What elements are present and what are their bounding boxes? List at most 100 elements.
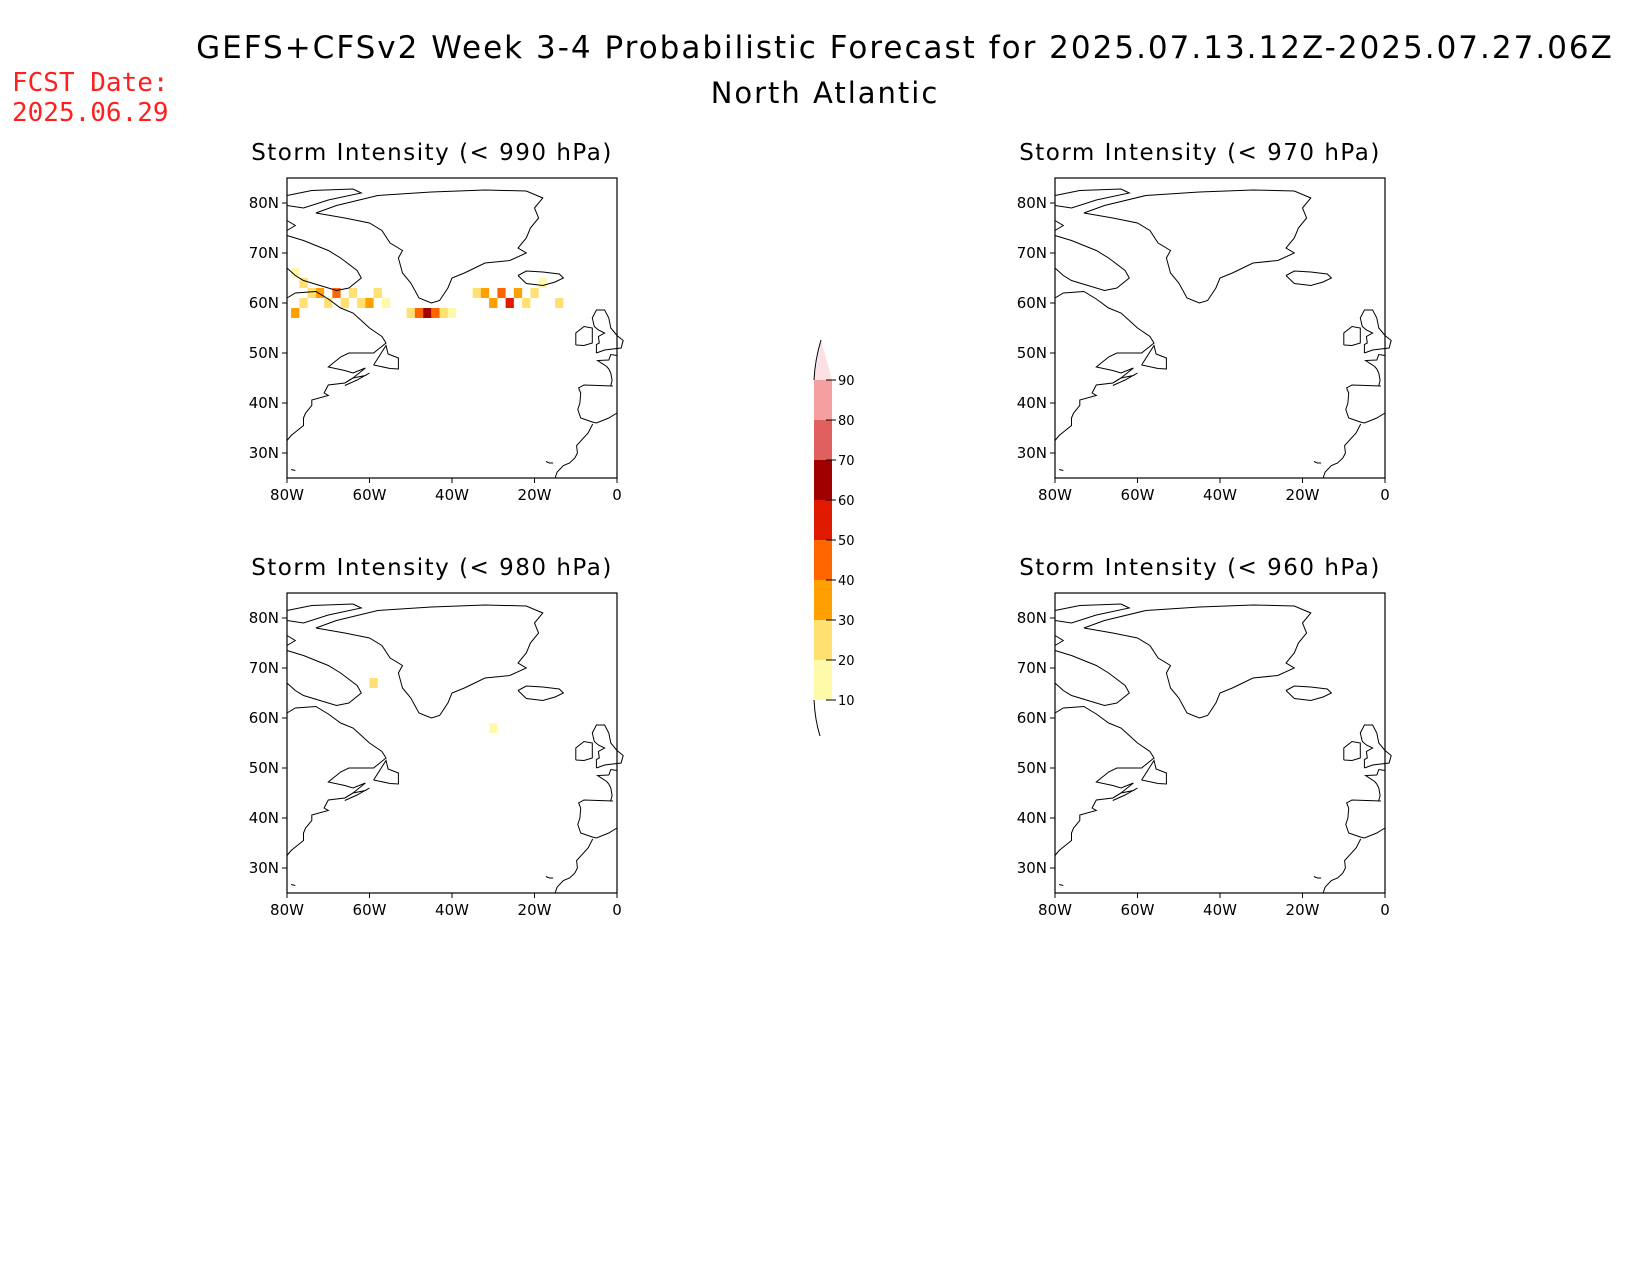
heatmap-cell xyxy=(555,298,564,308)
coastline-path xyxy=(554,838,594,894)
lat-tick-label: 70N xyxy=(1017,244,1047,262)
lon-tick-label: 80W xyxy=(1038,901,1072,919)
coastline-path xyxy=(545,461,554,464)
coastline-path xyxy=(1141,344,1167,370)
probability-colorbar: 90 80 70 60 50 40 30 20 10 xyxy=(813,339,855,737)
lon-tick-label: 40W xyxy=(435,486,469,504)
lon-tick-label: 20W xyxy=(1286,901,1320,919)
coastline-path xyxy=(315,189,544,304)
coastline-path xyxy=(575,740,593,762)
colorbar-label: 10 xyxy=(838,694,855,709)
colorbar-label: 30 xyxy=(838,614,855,629)
coastlines xyxy=(1054,603,1392,894)
coastline-path xyxy=(1378,372,1381,386)
coastline-path xyxy=(596,353,618,374)
coastline-path xyxy=(286,650,362,707)
lon-tick-label: 0 xyxy=(612,901,622,919)
lon-tick-label: 80W xyxy=(270,486,304,504)
map-plot-960: 80W 60W 40W 20W 0 80N 70N 60N 50N 40N 30N xyxy=(1017,592,1392,919)
heatmap-cell xyxy=(489,298,498,308)
coastline-path xyxy=(1343,740,1361,762)
heatmap-cell xyxy=(497,288,506,298)
panel-title: Storm Intensity (< 990 hPa) xyxy=(251,140,613,166)
map-plot-970: 80W 60W 40W 20W 0 80N 70N 60N 50N 40N 30N xyxy=(1017,177,1392,504)
colorbar-top-extension xyxy=(814,340,832,380)
coastline-path xyxy=(1345,799,1386,839)
lon-tick-label: 20W xyxy=(1286,486,1320,504)
plot-frame xyxy=(286,592,618,894)
coastline-path xyxy=(1364,353,1386,374)
coastline-path xyxy=(545,876,554,879)
colorbar-label: 80 xyxy=(838,414,855,429)
coastline-path xyxy=(1054,290,1155,441)
lat-tick-label: 40N xyxy=(249,809,279,827)
colorbar-segment xyxy=(814,500,832,540)
heatmap-cell xyxy=(505,298,514,308)
coastlines xyxy=(286,603,624,894)
lon-tick-label: 20W xyxy=(518,901,552,919)
coastline-path xyxy=(290,884,296,886)
heatmap-cell xyxy=(513,288,523,298)
coastline-path xyxy=(373,759,399,785)
coastline-path xyxy=(290,469,296,471)
coastline-path xyxy=(1345,384,1386,424)
lon-tick-label: 80W xyxy=(1038,486,1072,504)
panel-970: Storm Intensity (< 970 hPa) 80W 60W 40W 20W… xyxy=(980,140,1420,520)
colorbar-segment xyxy=(814,660,832,700)
colorbar-label: 20 xyxy=(838,654,855,669)
coastline-path xyxy=(1359,309,1392,354)
coastline-path xyxy=(517,685,565,702)
colorbar-top-edge xyxy=(813,339,822,381)
forecast-date-value: 2025.06.29 xyxy=(12,98,169,128)
coastline-path xyxy=(1058,469,1064,471)
lat-tick-label: 30N xyxy=(1017,859,1047,877)
lon-tick-label: 60W xyxy=(1121,486,1155,504)
colorbar-segment xyxy=(814,380,832,420)
heatmap-cell xyxy=(431,308,440,318)
heatmap-cell xyxy=(522,298,531,308)
lon-tick-label: 80W xyxy=(270,901,304,919)
coastline-path xyxy=(1141,759,1167,785)
coastline-path xyxy=(1112,787,1138,801)
coastline-path xyxy=(1058,884,1064,886)
coastline-path xyxy=(286,235,362,292)
coastline-path xyxy=(577,384,618,424)
panel-title: Storm Intensity (< 970 hPa) xyxy=(1019,140,1381,166)
lon-tick-label: 60W xyxy=(353,901,387,919)
coastline-path xyxy=(1285,270,1333,287)
lat-tick-label: 40N xyxy=(249,394,279,412)
coastline-path xyxy=(1054,220,1065,231)
plot-frame xyxy=(286,177,618,479)
coastline-path xyxy=(286,188,363,209)
lon-tick-label: 60W xyxy=(1121,901,1155,919)
heatmap-cell xyxy=(299,298,308,308)
lat-tick-label: 60N xyxy=(1017,294,1047,312)
colorbar-bottom-edge xyxy=(813,699,821,737)
heatmap-cell xyxy=(315,288,325,298)
lat-tick-label: 70N xyxy=(249,244,279,262)
panel-980: Storm Intensity (< 980 hPa) 80W 60W 40W 20W… xyxy=(212,555,652,935)
heatmap-layer xyxy=(291,268,564,318)
forecast-date-label: FCST Date: xyxy=(12,68,169,98)
coastline-path xyxy=(1054,603,1131,624)
coastline-path xyxy=(577,799,618,839)
coastlines xyxy=(1054,188,1392,479)
lat-tick-label: 50N xyxy=(1017,344,1047,362)
heatmap-cell xyxy=(423,308,432,318)
lat-tick-label: 30N xyxy=(249,859,279,877)
panel-title: Storm Intensity (< 960 hPa) xyxy=(1019,555,1381,581)
forecast-date-block: FCST Date: 2025.06.29 xyxy=(12,68,169,128)
plot-frame xyxy=(1054,592,1386,894)
region-subtitle: North Atlantic xyxy=(710,76,940,110)
lat-tick-label: 60N xyxy=(249,709,279,727)
coastline-path xyxy=(1054,705,1155,856)
lat-tick-label: 80N xyxy=(249,194,279,212)
coastline-path xyxy=(1054,635,1065,646)
lat-tick-label: 80N xyxy=(249,609,279,627)
coastline-path xyxy=(1359,724,1392,769)
heatmap-layer xyxy=(369,678,498,733)
coastline-path xyxy=(596,768,618,789)
coastline-path xyxy=(1313,876,1322,879)
panel-990: Storm Intensity (< 990 hPa) 80W 60W 40W 20W… xyxy=(212,140,652,520)
coastline-path xyxy=(610,787,613,801)
